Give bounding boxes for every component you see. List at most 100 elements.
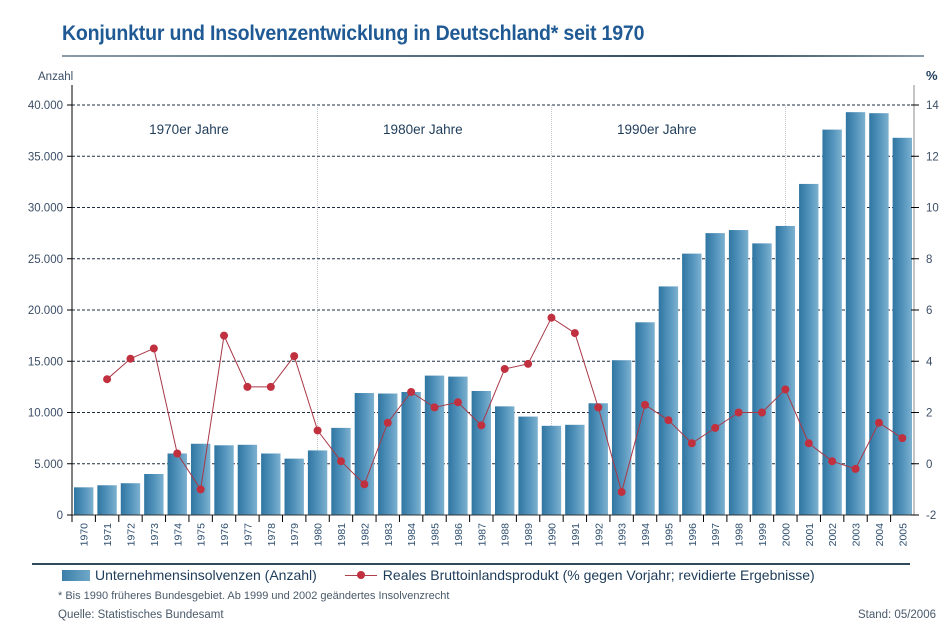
bar-1979	[284, 458, 304, 515]
line-point-1972	[126, 354, 135, 363]
decade-label: 1970er Jahre	[149, 122, 229, 137]
y2-tick-label: 2	[926, 408, 932, 420]
x-tick-label: 1998	[734, 523, 746, 547]
line-point-1997	[711, 423, 720, 432]
x-tick-label: 1988	[500, 523, 512, 547]
legend-bar-swatch	[62, 569, 90, 581]
bar-1987	[471, 390, 491, 515]
x-tick-label: 1978	[266, 523, 278, 547]
bar-1998	[728, 230, 749, 516]
x-tick-label: 2002	[827, 523, 839, 547]
x-tick-label: 1976	[219, 523, 231, 547]
y2-axis-ticks: -2 0 2 4 6 8 10 12 14	[911, 100, 939, 522]
bar-1996	[682, 253, 702, 515]
line-point-1991	[570, 329, 579, 338]
chart-area: Anzahl % 0 5.000 10.000 15.000 20.000 25.000 3…	[28, 68, 940, 547]
x-tick-label: 2003	[851, 523, 863, 547]
x-tick-label: 1991	[570, 523, 582, 547]
line-point-2002	[828, 457, 837, 466]
y-axis-ticks: 0 5.000 10.000 15.000 20.000 25.000 30.000 35.0…	[28, 100, 72, 522]
bar-1984	[401, 392, 421, 515]
stand-date: Stand: 05/2006	[857, 609, 936, 621]
bar-1983	[378, 393, 398, 515]
bar-2003	[845, 112, 866, 516]
line-point-1994	[641, 400, 650, 409]
x-tick-label: 1992	[593, 523, 605, 547]
y2-tick-label: 6	[926, 305, 932, 317]
bar-1990	[541, 425, 562, 515]
x-tick-label: 1981	[336, 523, 348, 547]
decade-label: 1990er Jahre	[617, 122, 697, 137]
x-tick-label: 1974	[172, 523, 184, 547]
bar-1993	[611, 360, 632, 515]
line-point-1999	[757, 408, 766, 417]
y2-tick-label: 14	[926, 100, 939, 112]
y2-tick-label: -2	[926, 510, 936, 522]
x-tick-label: 1971	[102, 523, 114, 547]
bar-1986	[448, 376, 468, 515]
y-tick-label: 35.000	[28, 151, 63, 163]
line-point-1987	[477, 421, 486, 430]
y2-tick-label: 12	[926, 151, 939, 163]
x-tick-label: 1985	[430, 523, 442, 547]
x-tick-label: 1994	[640, 523, 652, 547]
bar-1970	[74, 487, 94, 515]
bar-1981	[331, 427, 351, 515]
x-tick-label: 2000	[780, 523, 792, 547]
x-tick-label: 2004	[874, 523, 886, 547]
line-point-1981	[336, 457, 345, 466]
bar-1975	[190, 443, 211, 515]
x-tick-label: 1983	[383, 523, 395, 547]
bar-1988	[495, 406, 515, 515]
y-tick-label: 30.000	[28, 203, 63, 215]
x-tick-label: 1993	[617, 523, 629, 547]
bar-1973	[144, 474, 164, 515]
bar-1995	[658, 286, 679, 515]
legend-bar-label: Unternehmensinsolvenzen (Anzahl)	[95, 567, 317, 583]
line-point-1978	[266, 382, 275, 391]
source-note: Quelle: Statistisches Bundesamt	[58, 609, 224, 621]
line-point-2004	[874, 418, 883, 427]
line-point-2003	[851, 464, 860, 473]
y2-tick-label: 10	[926, 203, 939, 215]
x-tick-label: 1996	[687, 523, 699, 547]
line-point-1986	[453, 398, 462, 407]
line-point-1971	[103, 375, 112, 384]
x-tick-label: 1980	[313, 523, 325, 547]
bar-1994	[635, 322, 655, 515]
y-tick-label: 20.000	[28, 305, 63, 317]
bar-1982	[354, 393, 375, 515]
line-point-1974	[173, 449, 182, 458]
line-point-1990	[547, 313, 556, 322]
x-tick-label: 1977	[242, 523, 254, 547]
y2-tick-label: 8	[926, 254, 932, 266]
y-tick-label: 5.000	[34, 459, 63, 471]
line-series	[103, 313, 907, 496]
y2-tick-label: 4	[926, 356, 933, 368]
decade-label: 1980er Jahre	[383, 122, 463, 137]
legend-divider	[32, 563, 910, 565]
legend: Unternehmensinsolvenzen (Anzahl) Reales …	[62, 567, 815, 583]
x-tick-label: 1975	[196, 523, 208, 547]
bar-2005	[892, 137, 912, 516]
line-point-1973	[149, 344, 158, 353]
bar-1992	[588, 403, 608, 515]
line-point-1992	[594, 403, 603, 412]
x-tick-label: 1997	[710, 523, 722, 547]
x-tick-label: 1990	[546, 523, 558, 547]
chart-title: Konjunktur und Insolvenzentwicklung in D…	[62, 22, 645, 45]
line-point-1979	[290, 352, 299, 361]
line-point-1977	[243, 382, 252, 391]
line-point-1984	[407, 388, 416, 396]
y-tick-label: 25.000	[28, 254, 63, 266]
y-tick-label: 0	[57, 510, 63, 522]
x-tick-label: 1995	[663, 523, 675, 547]
x-tick-label: 1989	[523, 523, 535, 547]
x-tick-label: 1984	[406, 523, 418, 547]
bar-1971	[97, 485, 117, 515]
bar-1991	[565, 424, 585, 515]
y-axis-title: Anzahl	[38, 71, 73, 83]
bar-2001	[799, 183, 819, 516]
x-tick-label: 1979	[289, 523, 301, 547]
x-axis-ticks: 1970 1971 1972 1973 1974 1975 1976 1977 1978 1979…	[71, 515, 909, 547]
